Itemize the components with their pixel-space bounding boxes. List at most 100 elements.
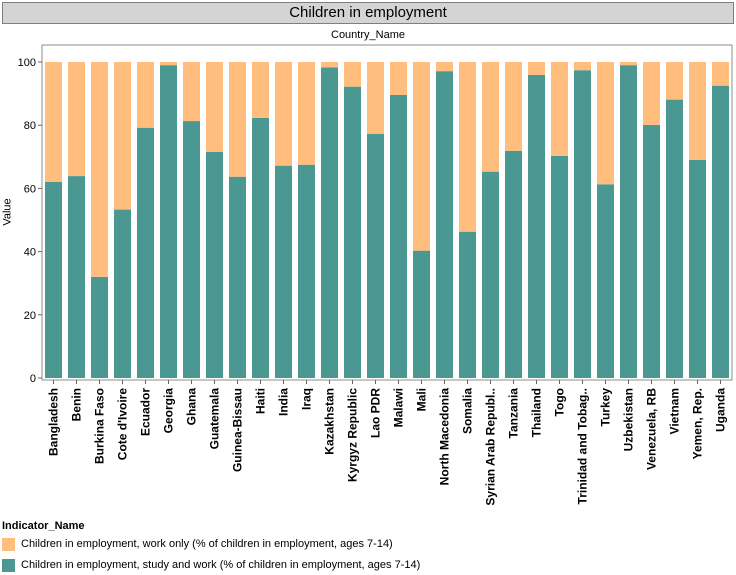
x-tick-label: Syrian Arab Republ.. xyxy=(484,388,498,506)
bar-segment-study-and-work xyxy=(343,86,362,378)
bar-segment-study-and-work xyxy=(67,176,86,378)
bar-segment-work-only xyxy=(481,62,500,172)
bar-segment-study-and-work xyxy=(366,133,385,378)
bar-segment-work-only xyxy=(343,62,362,87)
bar-segment-study-and-work xyxy=(412,250,431,378)
x-tick-label: Trinidad and Tobag.. xyxy=(576,388,590,504)
bar-segment-work-only xyxy=(596,62,615,185)
bar-segment-study-and-work xyxy=(274,165,293,378)
bar-segment-study-and-work xyxy=(435,71,454,378)
bar-segment-study-and-work xyxy=(504,150,523,378)
bar-segment-work-only xyxy=(159,62,178,66)
x-tick-label: Cote d'Ivoire xyxy=(116,388,130,461)
bar-segment-study-and-work xyxy=(320,67,339,378)
bar-segment-study-and-work xyxy=(573,70,592,378)
x-tick-label: Iraq xyxy=(300,388,314,410)
bar-segment-work-only xyxy=(251,62,270,118)
bar-segment-work-only xyxy=(44,62,63,182)
bar-segment-work-only xyxy=(688,62,707,160)
legend-item-work-only: Children in employment, work only (% of … xyxy=(2,537,393,551)
y-tick-label: 60 xyxy=(24,183,36,195)
x-tick-label: Guinea-Bissau xyxy=(231,388,245,472)
legend-swatch-study-and-work xyxy=(2,558,15,572)
bar-segment-study-and-work xyxy=(550,155,569,378)
bar-segment-study-and-work xyxy=(182,121,201,378)
x-tick-label: Tanzania xyxy=(507,388,521,439)
bar-segment-work-only xyxy=(435,62,454,72)
x-tick-label: Ghana xyxy=(185,388,199,426)
bar-segment-study-and-work xyxy=(136,127,155,378)
x-tick-label: Malawi xyxy=(392,388,406,427)
y-tick-label: 20 xyxy=(24,310,36,322)
x-tick-label: Vietnam xyxy=(668,388,682,434)
bar-segment-study-and-work xyxy=(458,231,477,378)
bar-segment-study-and-work xyxy=(642,124,661,378)
bar-segment-study-and-work xyxy=(711,85,730,378)
bar-segment-study-and-work xyxy=(688,159,707,378)
bar-segment-work-only xyxy=(412,62,431,251)
x-tick-label: Togo xyxy=(553,388,567,416)
bar-segment-work-only xyxy=(389,62,408,95)
x-tick-label: Georgia xyxy=(162,388,176,434)
bar-segment-work-only xyxy=(711,62,730,86)
x-tick-label: Burkina Faso xyxy=(93,388,107,464)
bar-segment-work-only xyxy=(527,62,546,75)
bar-segment-study-and-work xyxy=(205,151,224,378)
x-tick-label: Haiti xyxy=(254,388,268,414)
x-tick-label: Uganda xyxy=(714,388,728,432)
bar-segment-study-and-work xyxy=(228,176,247,378)
bar-segment-work-only xyxy=(136,62,155,128)
legend-label-study-and-work: Children in employment, study and work (… xyxy=(21,559,421,571)
bar-segment-study-and-work xyxy=(527,74,546,379)
bar-segment-study-and-work xyxy=(44,181,63,378)
bar-segment-work-only xyxy=(297,62,316,165)
bar-segment-study-and-work xyxy=(619,65,638,378)
bar-segment-work-only xyxy=(619,62,638,66)
x-tick-label: Ecuador xyxy=(139,388,153,436)
bar-segment-work-only xyxy=(550,62,569,156)
x-tick-label: Thailand xyxy=(530,388,544,437)
legend-title: Indicator_Name xyxy=(2,520,85,532)
bar-segment-work-only xyxy=(67,62,86,177)
x-tick-label: Kazakhstan xyxy=(323,388,337,455)
x-tick-label: Somalia xyxy=(461,388,475,434)
x-tick-label: India xyxy=(277,388,291,416)
y-tick-label: 100 xyxy=(18,57,36,69)
stacked-bar-chart: 0 20 40 60 80 100 Bangladesh Benin Burkina Faso C… xyxy=(18,44,733,506)
bar-segment-work-only xyxy=(205,62,224,152)
column-header-label: Country_Name xyxy=(331,29,405,41)
bar-segment-study-and-work xyxy=(389,94,408,378)
x-tick-label: Kyrgyz Republic xyxy=(346,388,360,482)
x-tick-label: Uzbekistan xyxy=(622,388,636,451)
bar-segment-work-only xyxy=(90,62,109,277)
bar-segment-work-only xyxy=(274,62,293,166)
bar-segment-work-only xyxy=(320,62,339,68)
bar-segment-study-and-work xyxy=(596,184,615,378)
legend-label-work-only: Children in employment, work only (% of … xyxy=(21,538,393,550)
x-tick-label: Bangladesh xyxy=(47,388,61,456)
x-tick-label: Lao PDR xyxy=(369,388,383,438)
bar-segment-study-and-work xyxy=(481,171,500,378)
bar-segment-work-only xyxy=(113,62,132,210)
y-tick-label: 80 xyxy=(24,120,36,132)
bar-segment-study-and-work xyxy=(159,65,178,378)
bar-segment-work-only xyxy=(642,62,661,125)
x-tick-label: Guatemala xyxy=(208,388,222,450)
legend-item-study-and-work: Children in employment, study and work (… xyxy=(2,558,420,572)
bar-segment-study-and-work xyxy=(297,164,316,378)
bar-segment-work-only xyxy=(458,62,477,232)
x-tick-label: Turkey xyxy=(599,388,613,427)
bar-segment-study-and-work xyxy=(113,209,132,378)
x-tick-label: Benin xyxy=(70,388,84,421)
bar-segment-work-only xyxy=(573,62,592,71)
chart-title: Children in employment xyxy=(2,2,734,24)
x-tick-label: Mali xyxy=(415,388,429,411)
legend-swatch-work-only xyxy=(2,537,15,551)
x-tick-label: Venezuela, RB xyxy=(645,388,659,470)
bar-segment-study-and-work xyxy=(665,99,684,378)
bar-segment-work-only xyxy=(228,62,247,177)
plot-frame xyxy=(41,44,733,381)
bar-segment-work-only xyxy=(366,62,385,134)
x-tick-label: Yemen, Rep. xyxy=(691,388,705,459)
bar-segment-work-only xyxy=(665,62,684,100)
